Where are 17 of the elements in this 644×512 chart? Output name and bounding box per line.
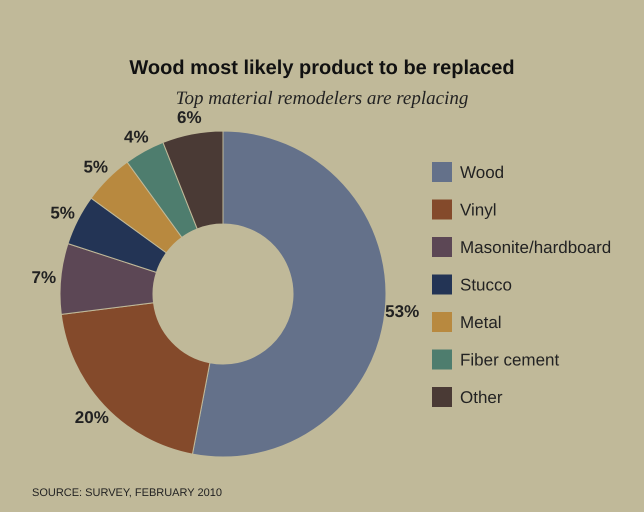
chart-subtitle: Top material remodelers are replacing [176, 88, 468, 109]
data-label: 6% [176, 108, 202, 128]
legend-label: Other [460, 388, 503, 407]
legend-label: Fiber cement [460, 350, 560, 370]
data-label: 5% [83, 158, 108, 177]
source-note: SOURCE: SURVEY, FEBRUARY 2010 [32, 487, 222, 499]
data-label: 7% [32, 268, 56, 288]
legend-label: Metal [460, 313, 502, 332]
legend-label: Masonite/hardboard [460, 238, 612, 257]
legend-label: Stucco [460, 276, 512, 294]
legend-label: Wood [460, 163, 504, 182]
data-label: 5% [50, 203, 75, 222]
data-label: 20% [74, 408, 109, 428]
legend-label: Vinyl [460, 200, 497, 220]
chart-title: Wood most likely product to be replaced [129, 57, 515, 79]
data-label: 53% [385, 302, 420, 321]
data-label: 4% [124, 127, 149, 146]
